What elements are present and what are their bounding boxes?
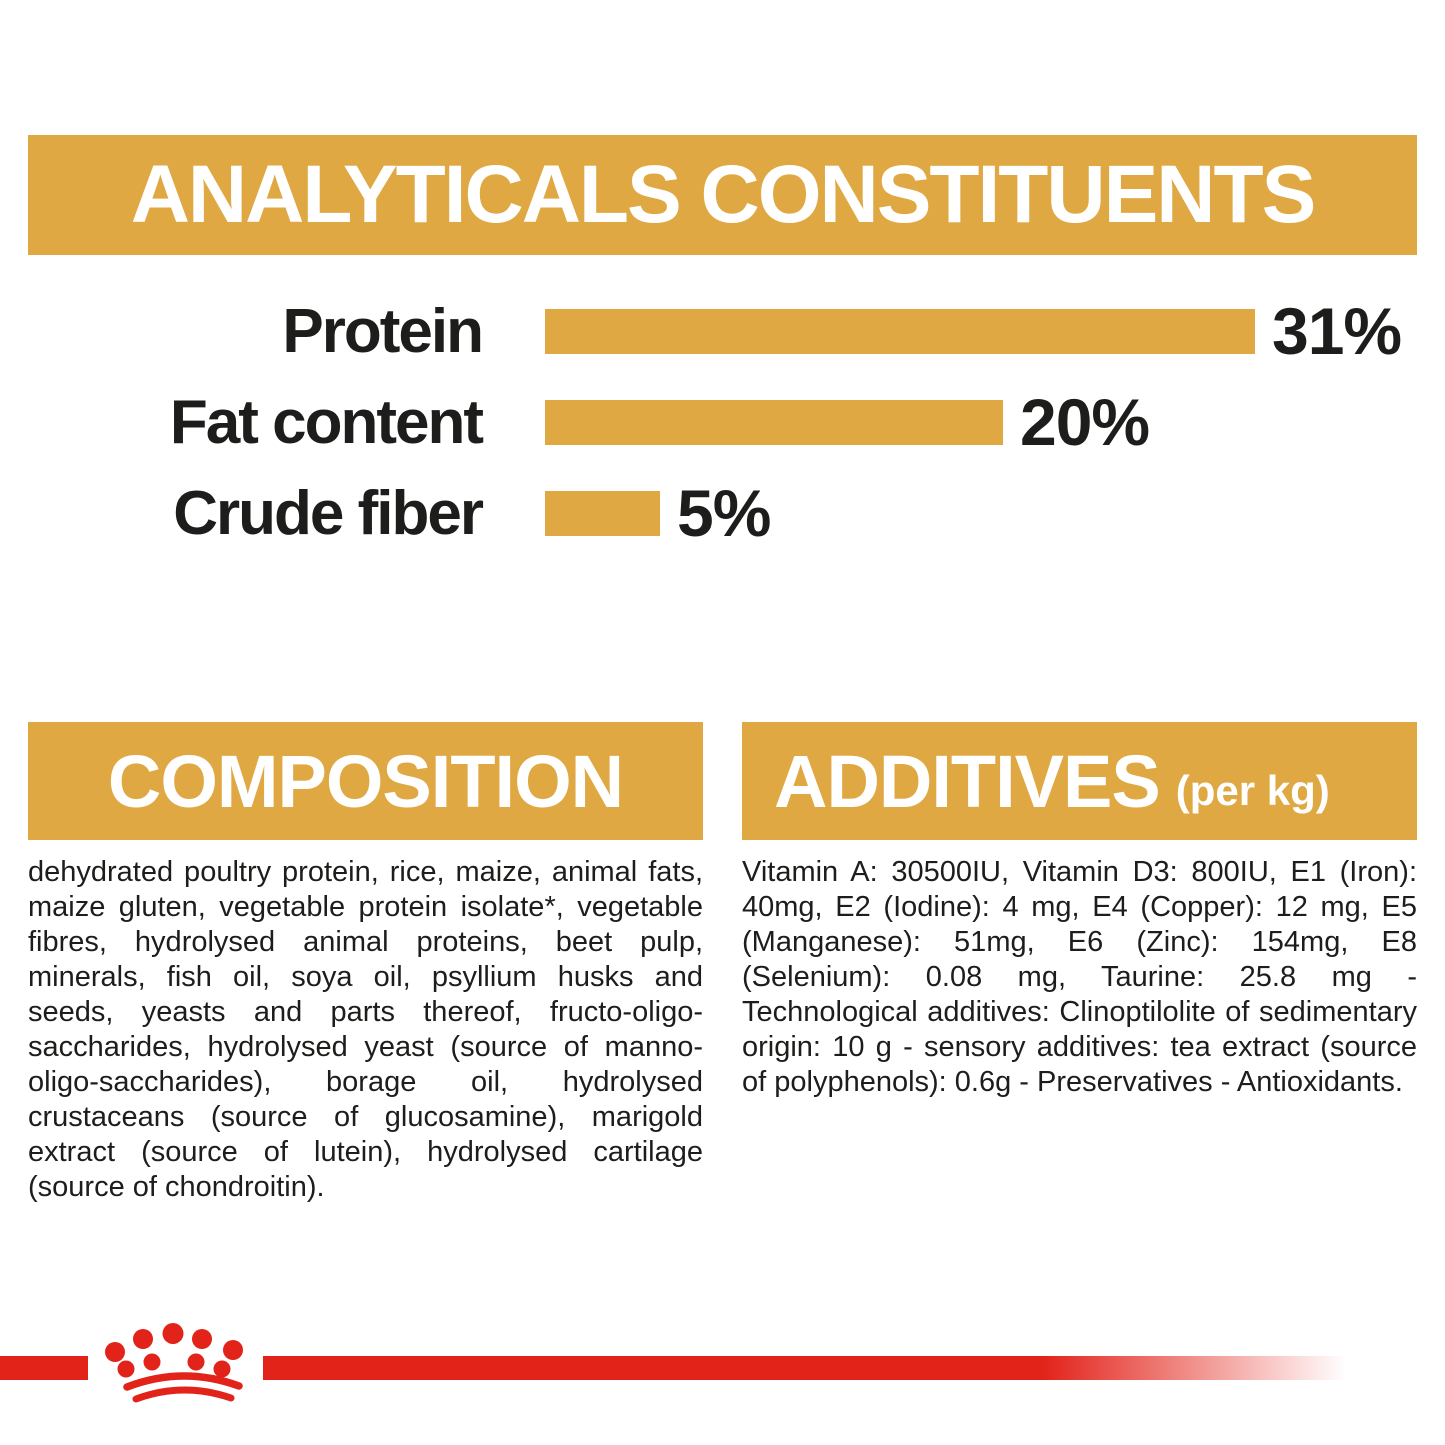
chart-row-label: Fat content (169, 387, 484, 457)
chart-value: 31% (1272, 294, 1402, 368)
analyticals-banner: ANALYTICALS CONSTITUENTS (28, 135, 1417, 255)
composition-text: dehydrated poultry protein, rice, maize,… (28, 856, 703, 1203)
chart-bar (545, 399, 1003, 445)
additives-per-kg-label: (per kg) (1175, 767, 1330, 814)
chart-value: 5% (677, 476, 771, 550)
additives-section: ADDITIVES (per kg) Vitamin A: 30500IU, V… (742, 722, 1417, 1100)
composition-section: COMPOSITION dehydrated poultry protein, … (28, 722, 703, 1205)
chart-row: Protein 31% (0, 294, 1445, 368)
chart-row-label: Crude fiber (173, 478, 484, 548)
analyticals-title: ANALYTICALS CONSTITUENTS (130, 149, 1317, 240)
brand-stripe-left (0, 1356, 88, 1380)
chart-row: Crude fiber 5% (0, 476, 1445, 550)
additives-banner: ADDITIVES (per kg) (742, 722, 1417, 840)
chart-bar (545, 490, 660, 536)
brand-stripe-right-fading (263, 1356, 1346, 1380)
chart-bar (545, 308, 1255, 354)
constituents-bar-chart: Protein 31% Fat content 20% Crude fiber … (0, 294, 1445, 575)
chart-row-label: Protein (282, 296, 484, 366)
chart-row: Fat content 20% (0, 385, 1445, 459)
additives-text: Vitamin A: 30500IU, Vitamin D3: 800IU, E… (742, 856, 1417, 1098)
additives-title: ADDITIVES (774, 739, 1161, 823)
royal-canin-crown-icon (105, 1323, 243, 1403)
composition-banner: COMPOSITION (28, 722, 703, 840)
chart-value: 20% (1020, 385, 1150, 459)
composition-title: COMPOSITION (107, 739, 624, 823)
